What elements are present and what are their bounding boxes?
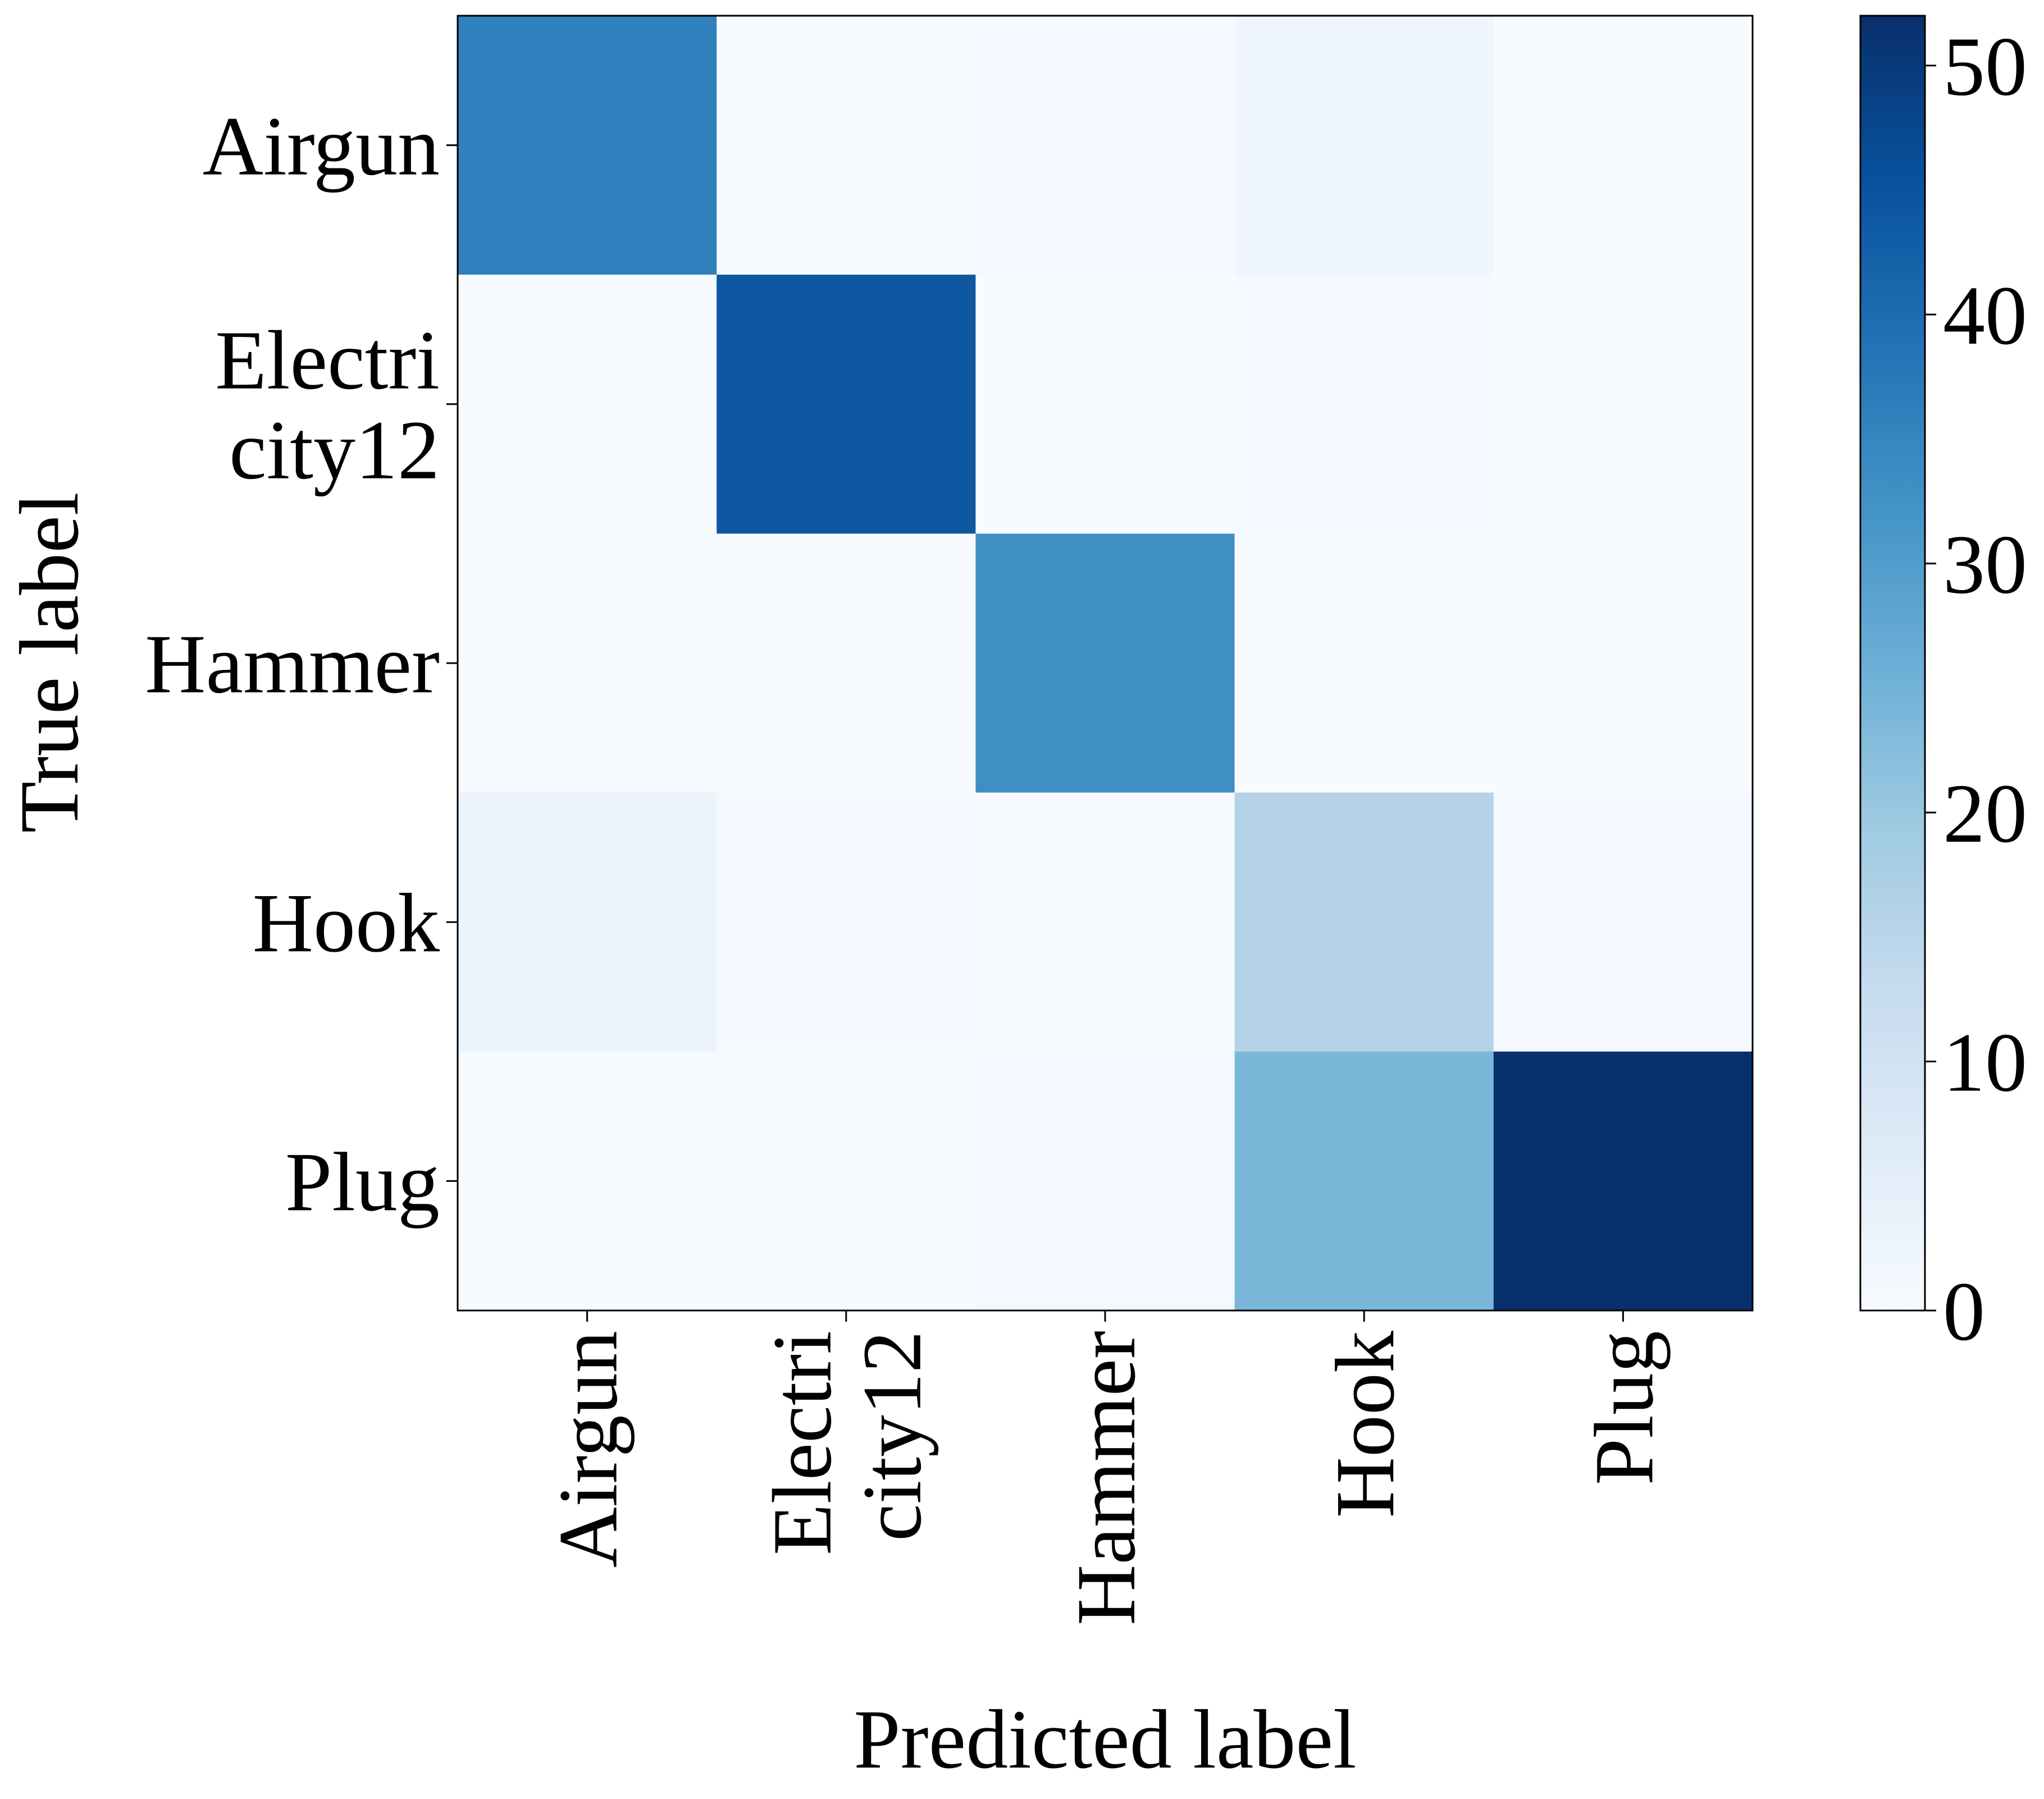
heatmap-cell-r3-c3: [1234, 792, 1494, 1052]
colorbar-ticks: 0 10 20 30 40 50: [1925, 20, 2027, 1358]
heatmap-cell-r1-c4: [1493, 275, 1753, 534]
heatmap-cell-r4-c1: [717, 1051, 976, 1311]
colorbar-tick-label: 10: [1943, 1016, 2027, 1109]
y-tick-label: Airgun: [203, 100, 440, 193]
x-axis-label: Predicted label: [854, 1693, 1356, 1786]
heatmap-cell-r3-c2: [975, 792, 1235, 1052]
heatmap-cell-r4-c0: [458, 1051, 717, 1311]
y-tick-label: Plug: [285, 1135, 440, 1229]
heatmap-cell-r0-c2: [975, 16, 1235, 275]
colorbar-tick-label: 30: [1943, 518, 2027, 611]
y-tick-label: Electri: [215, 314, 440, 407]
heatmap-cell-r3-c0: [458, 792, 717, 1052]
heatmap-cell-r0-c4: [1493, 16, 1753, 275]
x-tick-label: city12: [846, 1331, 939, 1541]
x-tick-label: Electri: [756, 1331, 849, 1555]
y-axis-label: True label: [3, 492, 96, 833]
colorbar-tick-label: 20: [1943, 767, 2027, 860]
heatmap-cell-r0-c0: [458, 16, 717, 275]
heatmap-cell-r1-c2: [975, 275, 1235, 534]
x-tick-label: Airgun: [542, 1331, 635, 1568]
heatmap-cell-r1-c0: [458, 275, 717, 534]
x-tick-label: Hammer: [1060, 1331, 1153, 1626]
y-tick-label: Hammer: [145, 618, 440, 711]
colorbar-tick-label: 40: [1943, 269, 2027, 362]
colorbar-tick-label: 0: [1943, 1265, 1985, 1358]
x-tick-label: Hook: [1318, 1331, 1412, 1518]
heatmap-cell-r1-c3: [1234, 275, 1494, 534]
heatmap-cell-r2-c2: [975, 533, 1235, 793]
heatmap-cell-r4-c2: [975, 1051, 1235, 1311]
heatmap-cell-r4-c3: [1234, 1051, 1494, 1311]
colorbar-tick-label: 50: [1943, 20, 2027, 113]
heatmap-cell-r1-c1: [717, 275, 976, 534]
y-tick-label: city12: [229, 404, 440, 497]
colorbar: [1859, 15, 1926, 1312]
heatmap-cell-r4-c4: [1493, 1051, 1753, 1311]
heatmap-cell-r2-c1: [717, 533, 976, 793]
heatmap-cell-r2-c3: [1234, 533, 1494, 793]
y-tick-label: Hook: [253, 876, 440, 970]
heatmap-cell-r2-c0: [458, 533, 717, 793]
x-tick-label: Plug: [1577, 1331, 1671, 1485]
heatmap-cell-r2-c4: [1493, 533, 1753, 793]
heatmap-cell-r0-c3: [1234, 16, 1494, 275]
heatmap-cells: [458, 16, 1753, 1311]
heatmap-cell-r3-c4: [1493, 792, 1753, 1052]
heatmap-cell-r0-c1: [717, 16, 976, 275]
heatmap-cell-r3-c1: [717, 792, 976, 1052]
